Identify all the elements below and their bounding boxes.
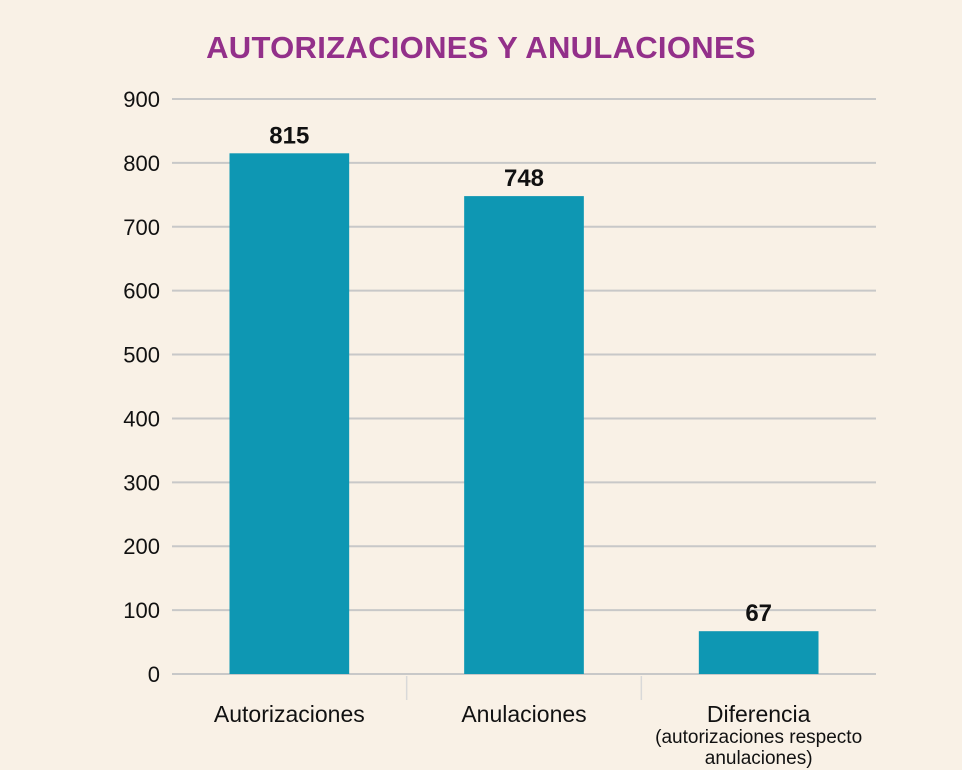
y-tick-label: 600 bbox=[123, 279, 160, 304]
y-tick-label: 300 bbox=[123, 470, 160, 495]
x-tick-label: Anulaciones bbox=[461, 701, 586, 727]
y-tick-label: 200 bbox=[123, 534, 160, 559]
y-axis-ticks: 0 100 200 300 400 500 600 700 800 900 bbox=[123, 87, 160, 687]
data-label: 67 bbox=[745, 600, 772, 627]
data-label: 815 bbox=[269, 122, 309, 149]
x-tick-sublabel: (autorizaciones respecto bbox=[655, 727, 862, 748]
data-labels: 815 748 67 bbox=[269, 122, 772, 627]
y-tick-label: 900 bbox=[123, 87, 160, 112]
y-tick-label: 800 bbox=[123, 151, 160, 176]
bar bbox=[464, 196, 584, 674]
bar bbox=[229, 153, 350, 675]
x-axis-ticks: Autorizaciones Anulaciones Diferencia(auto… bbox=[214, 701, 862, 769]
x-tick-label: Diferencia bbox=[707, 701, 811, 727]
x-tick-label: Autorizaciones bbox=[214, 701, 365, 727]
x-tick-sublabel: anulaciones) bbox=[705, 748, 813, 769]
y-tick-label: 700 bbox=[123, 215, 160, 240]
y-tick-label: 0 bbox=[148, 662, 160, 687]
data-label: 748 bbox=[504, 165, 544, 192]
chart-title: AUTORIZACIONES Y ANULACIONES bbox=[206, 30, 756, 65]
bars bbox=[229, 153, 819, 675]
y-tick-label: 500 bbox=[123, 343, 160, 368]
y-tick-label: 100 bbox=[123, 598, 160, 623]
y-tick-label: 400 bbox=[123, 406, 160, 431]
bar bbox=[698, 631, 819, 674]
